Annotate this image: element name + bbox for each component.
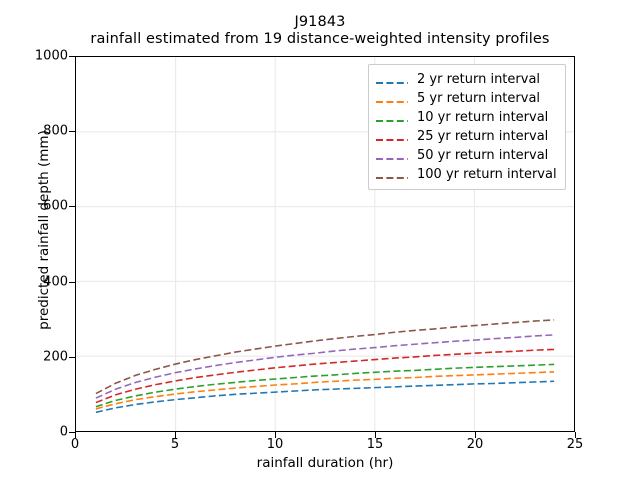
legend-item[interactable]: 10 yr return interval xyxy=(376,108,557,127)
x-tick-mark xyxy=(375,432,376,438)
legend-item-label: 10 yr return interval xyxy=(417,110,549,125)
series-line-2 xyxy=(95,363,555,408)
legend-line-swatch xyxy=(376,169,408,181)
legend-item[interactable]: 25 yr return interval xyxy=(376,127,557,146)
title-line-1: J91843 xyxy=(294,14,346,30)
series-line-1 xyxy=(95,371,555,410)
legend-item-label: 5 yr return interval xyxy=(417,91,541,106)
legend-line-swatch xyxy=(376,74,408,86)
y-tick-mark xyxy=(69,356,75,358)
x-tick-mark xyxy=(575,432,576,438)
chart-title: J91843 rainfall estimated from 19 distan… xyxy=(0,14,640,48)
x-tick-label: 20 xyxy=(466,437,484,452)
series-line-4 xyxy=(95,334,555,399)
x-axis-tick-marks xyxy=(75,432,576,440)
x-tick-label: 0 xyxy=(70,437,80,452)
y-tick-label: 400 xyxy=(43,274,68,290)
legend-item[interactable]: 100 yr return interval xyxy=(376,165,557,184)
x-tick-mark xyxy=(75,432,76,438)
legend-item[interactable]: 50 yr return interval xyxy=(376,146,557,165)
y-tick-mark xyxy=(69,206,75,208)
x-tick-mark xyxy=(175,432,176,438)
title-line-2: rainfall estimated from 19 distance-weig… xyxy=(90,31,550,48)
legend-item-label: 50 yr return interval xyxy=(417,148,549,163)
x-axis-tick-labels: 0 5 10 15 20 25 xyxy=(71,437,583,457)
legend-item-label: 2 yr return interval xyxy=(417,72,541,87)
series-line-3 xyxy=(95,348,555,404)
y-tick-label: 1000 xyxy=(34,48,68,64)
y-axis-tick-marks xyxy=(0,56,75,433)
x-axis-label: rainfall duration (hr) xyxy=(256,455,394,471)
x-tick-label: 25 xyxy=(566,437,584,452)
x-tick-label: 15 xyxy=(366,437,384,452)
legend-item[interactable]: 5 yr return interval xyxy=(376,89,557,108)
legend-item-label: 100 yr return interval xyxy=(417,167,557,182)
y-tick-label: 800 xyxy=(43,123,68,139)
legend-line-swatch xyxy=(376,131,408,143)
legend-line-swatch xyxy=(376,112,408,124)
legend-item-label: 25 yr return interval xyxy=(417,129,549,144)
y-axis-tick-labels: 0 200 400 600 800 1000 xyxy=(0,49,68,440)
x-tick-mark xyxy=(475,432,476,438)
x-tick-mark xyxy=(275,432,276,438)
data-series-layer xyxy=(95,319,555,414)
x-tick-label: 5 xyxy=(170,437,180,452)
y-tick-mark xyxy=(69,56,75,57)
y-tick-label: 200 xyxy=(43,349,68,365)
y-tick-label: 600 xyxy=(43,198,68,214)
legend-line-swatch xyxy=(376,150,408,162)
series-line-5 xyxy=(95,319,555,395)
x-tick-label: 10 xyxy=(266,437,284,452)
legend[interactable]: 2 yr return interval 5 yr return interva… xyxy=(368,64,566,190)
legend-item[interactable]: 2 yr return interval xyxy=(376,70,557,89)
y-tick-mark xyxy=(69,131,75,133)
y-tick-label: 0 xyxy=(59,424,68,440)
y-tick-mark xyxy=(69,281,75,283)
series-line-0 xyxy=(95,380,555,414)
y-axis-label: predicted rainfall depth (mm) xyxy=(36,130,52,330)
legend-line-swatch xyxy=(376,93,408,105)
y-tick-mark xyxy=(69,432,75,433)
